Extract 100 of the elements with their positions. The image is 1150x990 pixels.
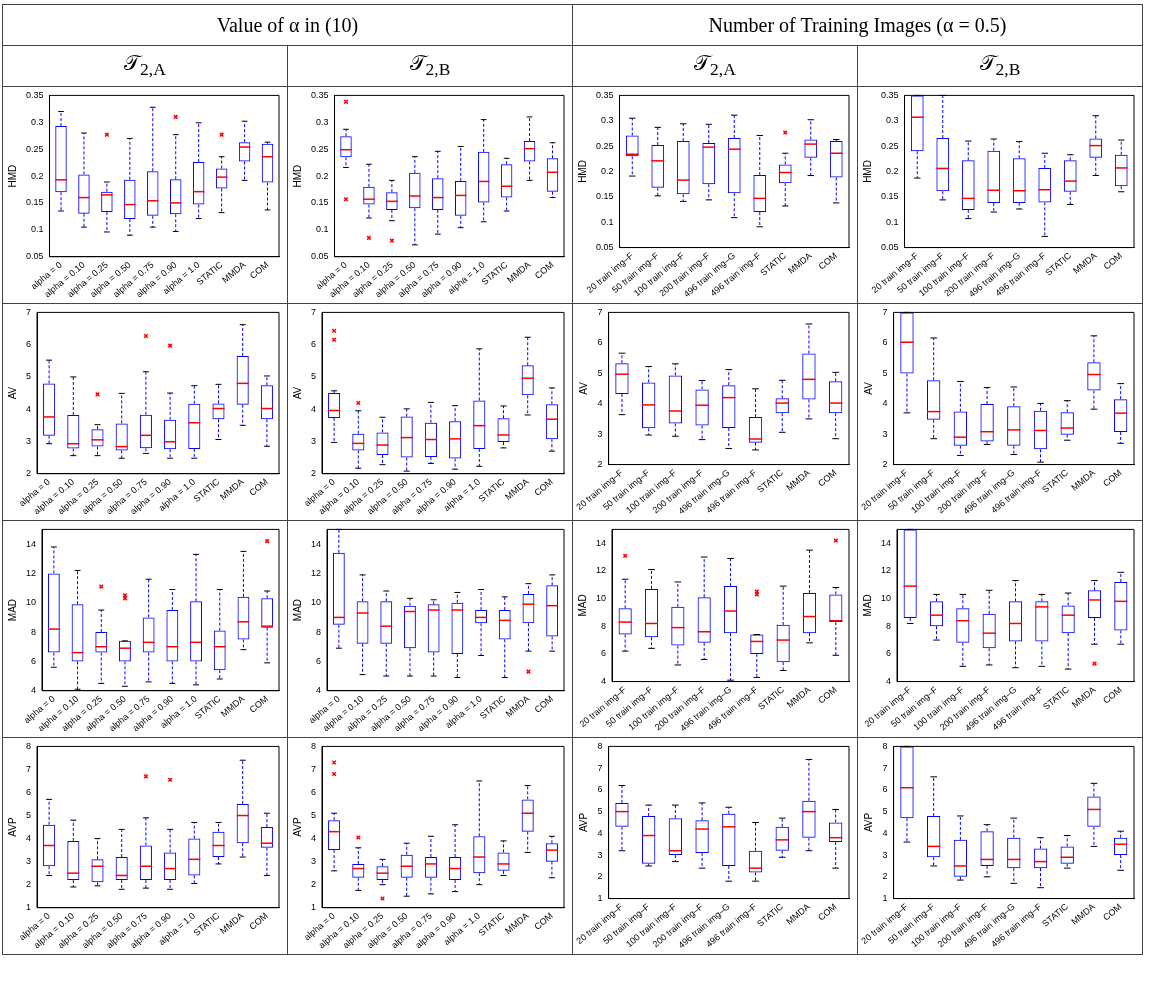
y-tick-label: 7: [25, 763, 32, 774]
y-tick-label: 0.2: [316, 170, 329, 181]
y-tick-label: 4: [31, 685, 37, 696]
y-tick-label: 5: [597, 367, 603, 378]
y-tick-label: 2: [882, 459, 888, 470]
y-axis-title: MAD: [6, 598, 18, 622]
y-tick-label: 14: [311, 538, 322, 549]
y-tick-label: 12: [311, 567, 322, 578]
y-tick-label: 10: [596, 593, 607, 604]
y-tick-label: 0.3: [31, 116, 44, 127]
y-tick-label: 6: [25, 339, 32, 350]
y-tick-label: 0.2: [886, 165, 899, 176]
y-tick-label: 6: [597, 337, 603, 348]
y-tick-label: 3: [25, 856, 32, 867]
y-tick-label: 14: [881, 537, 892, 548]
y-tick-label: 1: [310, 902, 317, 913]
y-tick-label: 0.1: [31, 224, 44, 235]
y-tick-label: 0.05: [310, 251, 329, 262]
y-tick-label: 6: [31, 655, 37, 666]
y-tick-label: 0.3: [316, 116, 329, 127]
chart-subtitle: Number of Training Images (α = 0.5): [572, 4, 1143, 46]
y-tick-label: 2: [310, 879, 317, 890]
y-tick-label: 7: [310, 763, 317, 774]
y-axis-title: MAD: [576, 594, 588, 617]
y-tick-label: 0.25: [25, 143, 44, 154]
y-tick-label: 10: [311, 597, 322, 608]
y-tick-label: 2: [25, 468, 32, 479]
y-tick-label: 5: [597, 806, 603, 817]
y-tick-label: 6: [316, 655, 322, 666]
y-tick-label: 2: [597, 459, 603, 470]
y-axis-title: AVP: [863, 812, 875, 833]
y-tick-label: 4: [316, 685, 322, 696]
y-tick-label: 0.2: [601, 165, 614, 176]
y-tick-label: 2: [310, 468, 317, 479]
y-tick-label: 8: [310, 740, 317, 751]
y-tick-label: 8: [882, 740, 888, 751]
y-tick-label: 0.05: [25, 251, 44, 262]
y-tick-label: 2: [597, 871, 603, 882]
y-tick-label: 6: [882, 784, 888, 795]
y-tick-label: 0.35: [25, 89, 44, 100]
chart-title: 𝒯$_{2,B}$: [287, 45, 573, 87]
y-tick-label: 8: [31, 626, 37, 637]
y-tick-label: 7: [597, 306, 603, 317]
y-tick-label: 7: [882, 306, 888, 317]
y-tick-label: 7: [882, 762, 888, 773]
y-tick-label: 0.35: [310, 89, 329, 100]
y-axis-title: AV: [291, 386, 303, 400]
y-axis-title: HMD: [576, 160, 588, 183]
y-tick-label: 0.15: [595, 191, 614, 202]
y-tick-label: 6: [882, 337, 888, 348]
y-tick-label: 3: [882, 849, 888, 860]
y-tick-label: 1: [882, 893, 888, 904]
y-tick-label: 3: [310, 435, 317, 446]
y-tick-label: 0.05: [880, 242, 899, 253]
y-tick-label: 0.1: [601, 216, 614, 227]
y-tick-label: 3: [25, 435, 32, 446]
y-axis-title: AV: [578, 381, 590, 395]
y-tick-label: 6: [601, 648, 607, 659]
y-tick-label: 14: [26, 538, 37, 549]
y-tick-label: 0.35: [880, 89, 899, 100]
chart-subtitle: Value of α in (10): [2, 4, 573, 46]
y-tick-label: 8: [25, 740, 32, 751]
y-tick-label: 0.3: [601, 115, 614, 126]
y-axis-title: MAD: [291, 598, 303, 622]
y-tick-label: 3: [310, 856, 317, 867]
y-tick-label: 3: [597, 849, 603, 860]
y-tick-label: 7: [310, 306, 317, 317]
y-tick-label: 0.05: [595, 242, 614, 253]
y-tick-label: 4: [882, 398, 888, 409]
y-tick-label: 8: [601, 620, 607, 631]
y-tick-label: 0.2: [31, 170, 44, 181]
y-tick-label: 4: [310, 403, 317, 414]
y-tick-label: 5: [882, 806, 888, 817]
y-tick-label: 8: [597, 740, 603, 751]
y-tick-label: 12: [26, 567, 37, 578]
y-tick-label: 5: [25, 371, 32, 382]
y-tick-label: 1: [597, 893, 603, 904]
y-axis-title: AV: [863, 381, 875, 395]
y-axis-title: HMD: [291, 164, 303, 188]
y-tick-label: 4: [597, 827, 603, 838]
y-tick-label: 6: [25, 786, 32, 797]
y-tick-label: 4: [886, 676, 892, 687]
y-tick-label: 0.15: [310, 197, 329, 208]
y-axis-title: HMD: [6, 164, 18, 188]
y-tick-label: 4: [601, 676, 607, 687]
y-tick-label: 3: [882, 428, 888, 439]
y-axis-title: AVP: [6, 817, 18, 837]
y-tick-label: 5: [25, 810, 32, 821]
chart-title: 𝒯$_{2,A}$: [2, 45, 288, 87]
y-tick-label: 6: [597, 784, 603, 795]
y-tick-label: 0.1: [886, 216, 899, 227]
y-tick-label: 7: [597, 762, 603, 773]
y-tick-label: 0.1: [316, 224, 329, 235]
y-tick-label: 4: [25, 403, 32, 414]
y-axis-title: AVP: [578, 812, 590, 833]
y-tick-label: 0.35: [595, 89, 614, 100]
y-axis-title: MAD: [861, 594, 873, 617]
y-tick-label: 5: [310, 371, 317, 382]
y-tick-label: 6: [310, 339, 317, 350]
y-tick-label: 0.3: [886, 115, 899, 126]
